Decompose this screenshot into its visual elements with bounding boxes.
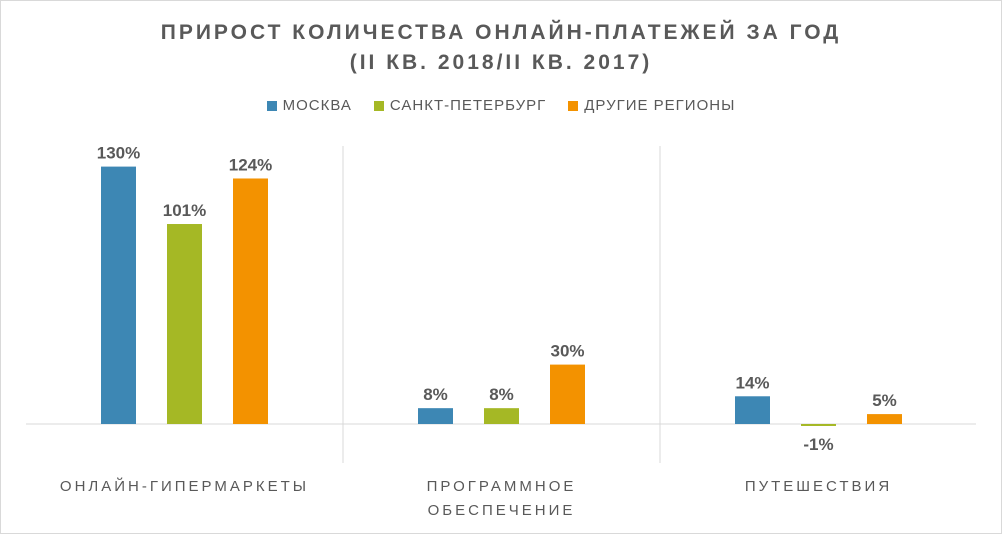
bar xyxy=(867,414,902,424)
data-label: 130% xyxy=(97,144,140,163)
data-label: 14% xyxy=(735,373,769,392)
bar xyxy=(233,178,268,424)
bar xyxy=(801,424,836,426)
data-label: 124% xyxy=(229,155,272,174)
legend-item-other-regions: ДРУГИЕ РЕГИОНЫ xyxy=(568,97,735,114)
legend-swatch-other-regions xyxy=(568,100,579,111)
data-label: 30% xyxy=(550,342,584,361)
category-label-line: ПУТЕШЕСТВИЯ xyxy=(744,478,893,495)
legend-item-moscow: МОСКВА xyxy=(266,97,352,114)
bar xyxy=(735,396,770,424)
category-label-line: ПРОГРАММНОЕ xyxy=(426,478,577,495)
legend-item-spb: САНКТ-ПЕТЕРБУРГ xyxy=(373,97,547,114)
bar xyxy=(167,224,202,424)
chart-legend: МОСКВА САНКТ-ПЕТЕРБУРГ ДРУГИЕ РЕГИОНЫ xyxy=(1,97,1001,114)
bar xyxy=(101,166,136,424)
bar xyxy=(550,364,585,424)
bar xyxy=(484,408,519,424)
category-label-line: ОБЕСПЕЧЕНИЕ xyxy=(427,502,576,519)
data-label: -1% xyxy=(803,435,833,454)
legend-swatch-moscow xyxy=(266,100,277,111)
category-label: ПРОГРАММНОЕ ОБЕСПЕЧЕНИЕ xyxy=(343,475,660,523)
legend-label-other-regions: ДРУГИЕ РЕГИОНЫ xyxy=(584,97,736,114)
data-label: 8% xyxy=(489,385,514,404)
legend-label-spb: САНКТ-ПЕТЕРБУРГ xyxy=(389,97,547,114)
category-label-line: ОНЛАЙН-ГИПЕРМАРКЕТЫ xyxy=(59,478,310,495)
data-label: 101% xyxy=(163,201,206,220)
category-label: ОНЛАЙН-ГИПЕРМАРКЕТЫ xyxy=(26,475,343,499)
legend-label-moscow: МОСКВА xyxy=(282,97,352,114)
chart-subtitle: (II КВ. 2018/II КВ. 2017) xyxy=(349,51,653,74)
data-label: 5% xyxy=(872,391,897,410)
chart-title: ПРИРОСТ КОЛИЧЕСТВА ОНЛАЙН-ПЛАТЕЖЕЙ ЗА ГО… xyxy=(160,21,842,44)
bar xyxy=(418,408,453,424)
data-label: 8% xyxy=(423,385,448,404)
category-label: ПУТЕШЕСТВИЯ xyxy=(660,475,977,499)
legend-swatch-spb xyxy=(373,100,384,111)
